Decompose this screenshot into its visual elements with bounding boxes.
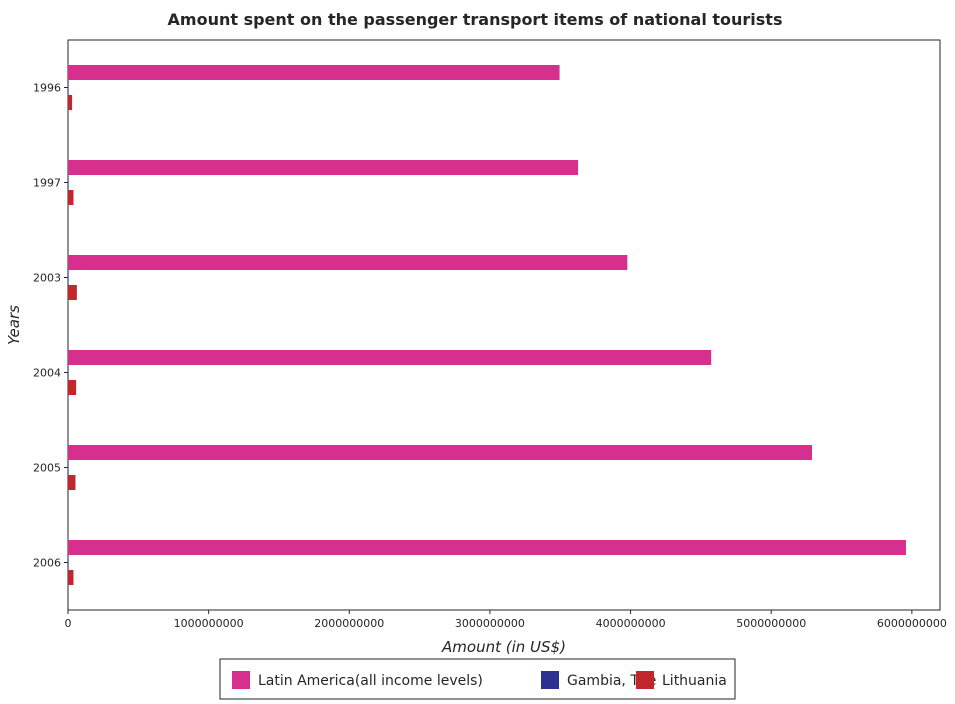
y-tick-label: 1997 [33,177,61,190]
y-tick-label: 1996 [33,82,61,95]
bar-lithuania-2006 [68,570,74,585]
bar-gambia-the-1997 [68,175,69,190]
x-tick-label: 5000000000 [736,617,806,630]
bar-lithuania-1996 [68,95,73,110]
y-axis-ticks: 1996 1997 2003 2004 2005 2006 [33,82,68,570]
legend-swatch [232,671,250,689]
bar-lithuania-2005 [68,475,76,490]
bar-lithuania-2004 [68,380,77,395]
bar-latin-america-all-income-levels-2004 [68,350,712,365]
x-tick-label: 6000000000 [877,617,947,630]
x-axis-ticks: 0 1000000000 2000000000 3000000000 400000000… [65,610,947,630]
plot-frame [67,39,941,611]
bar-lithuania-1997 [68,190,74,205]
x-axis-label: Amount (in US$) [441,638,566,656]
bar-latin-america-all-income-levels-2003 [68,255,628,270]
y-axis-label: Years [5,305,23,345]
bars-group [68,65,906,585]
x-tick-label: 3000000000 [455,617,525,630]
bar-latin-america-all-income-levels-2006 [68,540,906,555]
legend-label: Latin America(all income levels) [258,673,483,689]
legend: Latin America(all income levels) Gambia, … [219,658,736,700]
chart-title: Amount spent on the passenger transport … [168,10,783,29]
legend-swatch [636,671,654,689]
bar-gambia-the-2004 [68,365,69,380]
bar-gambia-the-2003 [68,270,69,285]
legend-label: Gambia, The [567,673,656,689]
y-tick-label: 2005 [33,462,61,475]
bar-gambia-the-2006 [68,555,69,570]
bar-gambia-the-2005 [68,460,69,475]
bar-latin-america-all-income-levels-1997 [68,160,579,175]
bar-gambia-the-1996 [68,80,69,95]
x-tick-label: 1000000000 [174,617,244,630]
bar-lithuania-2003 [68,285,77,300]
legend-label: Lithuania [662,673,727,689]
bar-latin-america-all-income-levels-1996 [68,65,560,80]
legend-swatch [541,671,559,689]
x-tick-label: 0 [65,617,72,630]
x-tick-label: 4000000000 [596,617,666,630]
y-tick-label: 2006 [33,557,61,570]
bar-latin-america-all-income-levels-2005 [68,445,813,460]
x-tick-label: 2000000000 [314,617,384,630]
y-tick-label: 2003 [33,272,61,285]
y-tick-label: 2004 [33,367,61,380]
